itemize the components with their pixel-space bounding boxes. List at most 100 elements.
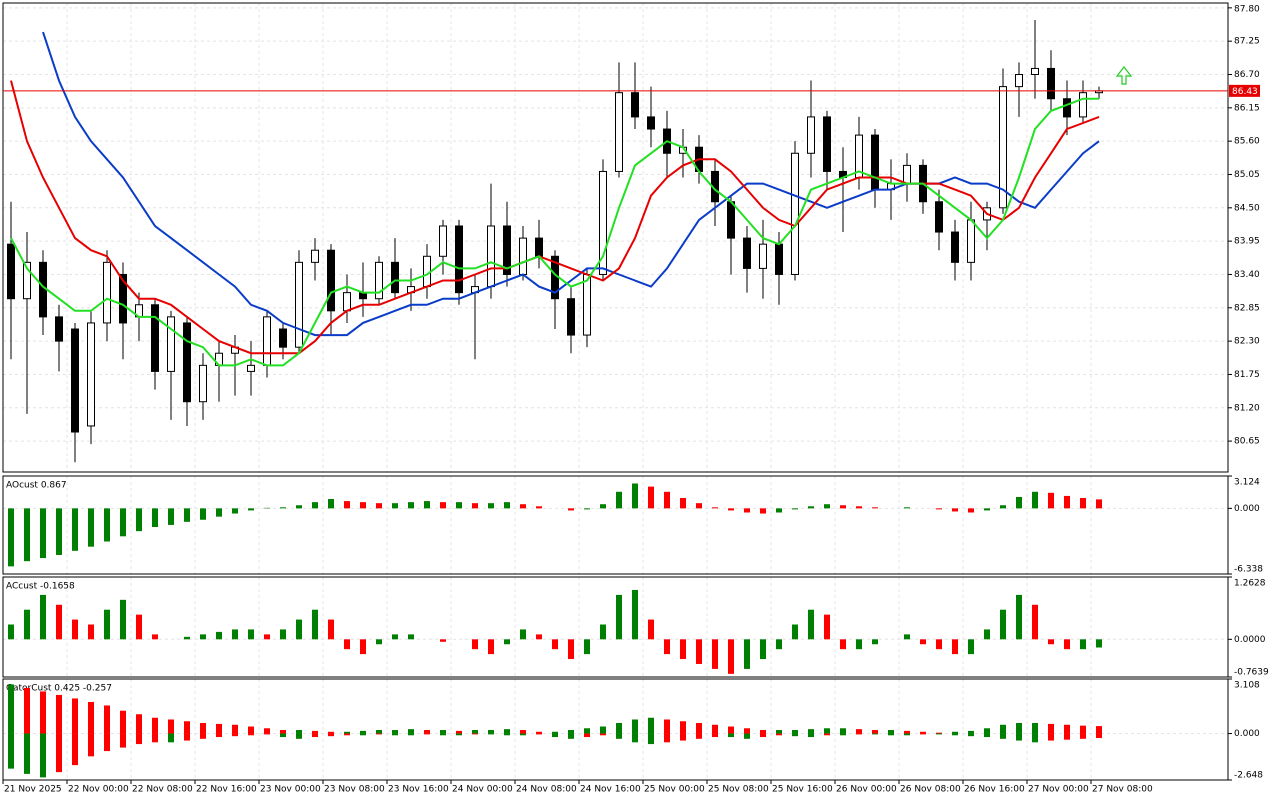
x-tick-label: 25 Nov 00:00 <box>644 785 705 795</box>
gator-bar <box>72 698 78 734</box>
gator-bar <box>184 721 190 734</box>
gator-bar <box>728 733 734 738</box>
indicator-label: AOcust 0.867 <box>6 481 67 491</box>
gator-bar <box>584 733 590 738</box>
gator-bar <box>536 731 542 734</box>
gator-bar <box>648 733 654 745</box>
gator-bar <box>216 733 222 738</box>
x-tick-label: 24 Nov 00:00 <box>452 785 513 795</box>
gator-bar <box>1016 723 1022 734</box>
gator-bar <box>1064 733 1070 740</box>
y-tick-label: 87.25 <box>1234 37 1260 47</box>
y-tick-label: -0.7639 <box>1234 668 1269 678</box>
candle-body <box>935 201 943 233</box>
x-tick-label: 23 Nov 16:00 <box>388 785 449 795</box>
histogram-bar <box>536 506 542 509</box>
gator-bar <box>216 723 222 734</box>
histogram-bar <box>296 505 302 509</box>
gator-bar <box>136 733 142 745</box>
gator-bar <box>936 733 942 735</box>
histogram-bar <box>1080 639 1086 650</box>
gator-bar <box>984 733 990 738</box>
histogram-bar <box>1000 505 1006 509</box>
price-tag <box>1229 84 1260 97</box>
histogram-bar <box>56 508 62 555</box>
gator-bar <box>616 733 622 739</box>
candle-body <box>87 322 95 427</box>
histogram-bar <box>776 508 782 513</box>
gator-bar <box>872 730 878 734</box>
gator-bar <box>344 733 350 736</box>
histogram-bar <box>104 508 110 542</box>
histogram-bar <box>920 639 926 645</box>
x-tick-label: 23 Nov 00:00 <box>260 785 321 795</box>
gator-bar <box>744 733 750 739</box>
histogram-bar <box>376 639 382 645</box>
histogram-bar <box>392 503 398 509</box>
histogram-bar <box>568 508 574 511</box>
histogram-bar <box>648 619 654 640</box>
histogram-bar <box>344 639 350 650</box>
histogram-bar <box>120 508 126 537</box>
gator-bar <box>632 733 638 743</box>
gator-bar <box>152 733 158 743</box>
gator-bar <box>920 731 926 734</box>
gator-bar <box>472 733 478 735</box>
histogram-bar <box>760 508 766 514</box>
candle-body <box>615 92 623 172</box>
gator-bar <box>616 723 622 734</box>
gator-bar <box>424 730 430 734</box>
histogram-bar <box>696 503 702 509</box>
histogram-bar <box>1032 604 1038 640</box>
gator-bar <box>600 726 606 734</box>
candle-body <box>791 152 799 275</box>
histogram-bar <box>952 508 958 512</box>
gator-bar <box>504 733 510 736</box>
histogram-bar <box>136 508 142 532</box>
histogram-bar <box>88 624 94 640</box>
y-tick-label: 80.65 <box>1234 437 1260 447</box>
candle-body <box>327 249 335 312</box>
histogram-bar <box>616 594 622 640</box>
gator-bar <box>56 733 62 773</box>
histogram-bar <box>936 508 942 510</box>
histogram-bar <box>360 502 366 509</box>
histogram-bar <box>744 639 750 669</box>
y-tick-label: 0.0000 <box>1234 635 1266 645</box>
gator-bar <box>1096 733 1102 739</box>
y-tick-label: 0.000 <box>1234 504 1260 514</box>
candle-body <box>311 249 319 263</box>
gator-bar <box>328 733 334 737</box>
gator-bar <box>312 733 318 738</box>
histogram-bar <box>488 503 494 509</box>
x-tick-label: 21 Nov 2025 <box>4 785 62 795</box>
gator-bar <box>760 730 766 734</box>
histogram-bar <box>248 508 254 511</box>
candle-body <box>727 201 735 239</box>
histogram-bar <box>856 506 862 509</box>
histogram-bar <box>200 634 206 640</box>
candle-body <box>151 304 159 372</box>
x-tick-label: 26 Nov 08:00 <box>900 785 961 795</box>
histogram-bar <box>440 502 446 509</box>
gator-bar <box>232 733 238 737</box>
gator-bar <box>296 730 302 734</box>
histogram-bar <box>120 599 126 640</box>
histogram-bar <box>968 508 974 513</box>
histogram-bar <box>1096 639 1102 648</box>
y-tick-label: 3.124 <box>1234 478 1260 488</box>
gator-bar <box>744 728 750 734</box>
gator-bar <box>536 733 542 735</box>
gator-bar <box>696 723 702 734</box>
y-tick-label: 0.000 <box>1234 729 1260 739</box>
y-tick-label: 85.60 <box>1234 137 1260 147</box>
gator-bar <box>104 705 110 734</box>
histogram-bar <box>200 508 206 520</box>
gator-bar <box>152 717 158 734</box>
histogram-bar <box>872 639 878 645</box>
histogram-bar <box>952 639 958 655</box>
x-tick-label: 22 Nov 16:00 <box>196 785 257 795</box>
gator-bar <box>200 723 206 734</box>
candle-body <box>599 170 607 275</box>
histogram-bar <box>744 508 750 513</box>
